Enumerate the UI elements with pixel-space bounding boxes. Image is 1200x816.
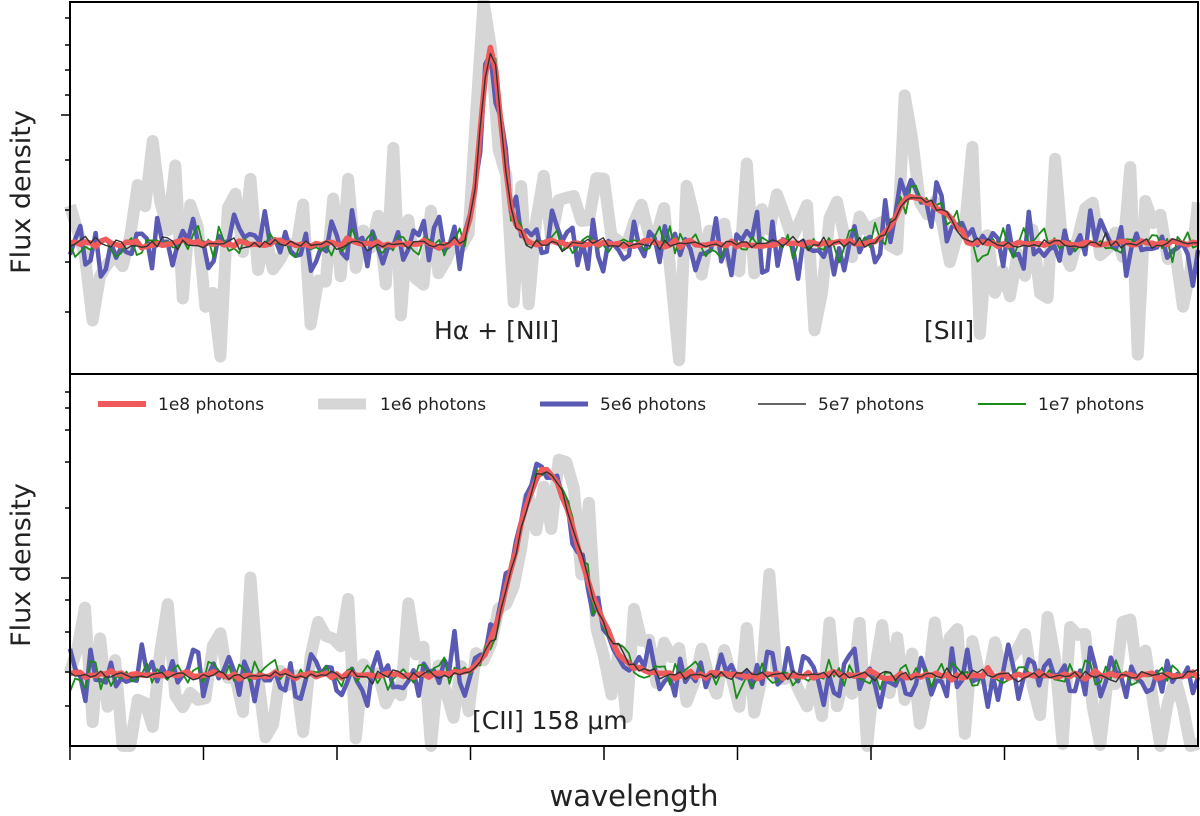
top-panel-plot [64,0,1200,367]
bottom-panel-ylabel: Flux density [6,483,37,647]
legend-label-1e6: 1e6 photons [380,395,486,415]
legend: 1e8 photons 1e6 photons 5e6 photons 5e7 … [98,395,1144,415]
bottom-panel-plot [64,453,1200,752]
series-line-1e6 [64,453,1200,752]
series-line-5e7 [69,52,1198,253]
series-line-1e6 [64,0,1200,367]
annotation-halpha-nii: Hα + [NII] [434,316,559,345]
top-panel-frame [69,1,1199,375]
legend-label-5e7: 5e7 photons [818,395,924,415]
series-line-5e6 [67,51,1200,288]
axis-ticks [61,17,1139,760]
bottom-panel-frame [69,373,1199,747]
legend-label-1e8: 1e8 photons [158,395,264,415]
series-line-5e7 [69,471,1199,685]
top-panel-ylabel: Flux density [6,110,37,274]
legend-label-1e7: 1e7 photons [1038,395,1144,415]
annotation-sii: [SII] [924,316,974,345]
annotation-cii-158: [CII] 158 μm [472,706,628,735]
x-axis-label: wavelength [550,779,719,813]
legend-label-5e6: 5e6 photons [600,395,706,415]
series-line-1e8 [69,44,1199,251]
